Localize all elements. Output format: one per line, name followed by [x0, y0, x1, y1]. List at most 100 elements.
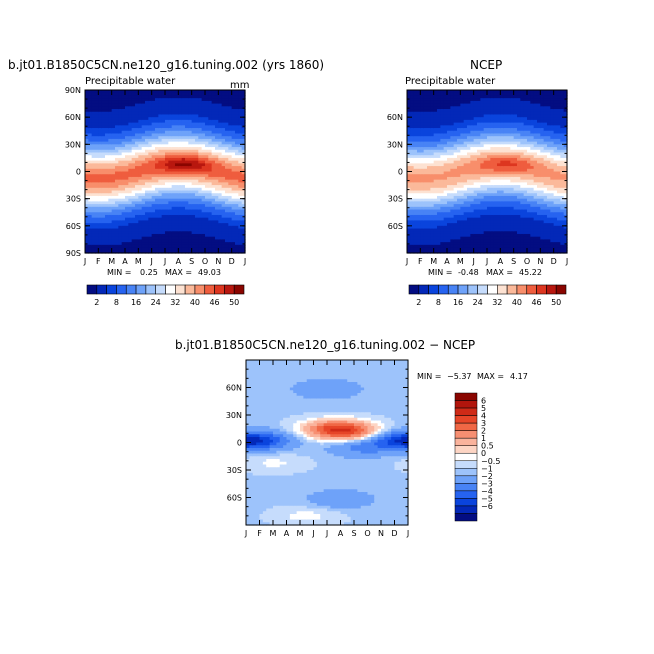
field-cell	[145, 171, 149, 175]
field-cell	[105, 217, 109, 221]
field-cell	[208, 157, 213, 162]
field-cell	[221, 228, 226, 232]
field-cell	[513, 109, 518, 113]
field-cell	[111, 160, 116, 164]
field-cell	[141, 193, 146, 197]
field-cell	[145, 149, 149, 154]
field-cell	[470, 174, 475, 178]
field-cell	[95, 138, 99, 143]
field-cell	[433, 144, 438, 148]
field-cell	[98, 125, 103, 129]
field-cell	[467, 190, 471, 194]
field-cell	[443, 250, 448, 254]
field-cell	[145, 168, 149, 173]
field-cell	[410, 109, 415, 113]
field-cell	[191, 250, 196, 254]
field-cell	[148, 133, 153, 137]
field-cell	[148, 119, 153, 124]
field-cell	[450, 187, 455, 192]
field-cell	[91, 185, 96, 189]
field-cell	[238, 106, 243, 110]
field-cell	[155, 239, 159, 243]
field-cell	[111, 225, 116, 230]
field-cell	[225, 185, 229, 189]
field-cell	[467, 198, 471, 202]
field-cell	[420, 128, 425, 132]
field-cell	[161, 171, 166, 175]
field-cell	[413, 193, 418, 197]
field-cell	[231, 136, 236, 140]
field-cell	[158, 190, 163, 194]
field-cell	[188, 106, 193, 110]
field-cell	[138, 174, 143, 178]
field-cell	[510, 179, 515, 183]
field-cell	[427, 179, 431, 183]
field-cell	[228, 171, 233, 175]
field-cell	[215, 160, 219, 164]
field-cell	[111, 185, 116, 189]
field-cell	[500, 176, 505, 181]
field-cell	[470, 138, 475, 143]
panel-model-subtitle: Precipitable water	[85, 76, 176, 87]
field-cell	[155, 109, 159, 113]
field-cell	[447, 171, 451, 175]
field-cell	[507, 239, 511, 243]
field-cell	[141, 185, 146, 189]
field-cell	[510, 122, 515, 126]
field-cell	[238, 225, 243, 230]
field-cell	[118, 103, 123, 107]
field-cell	[131, 136, 136, 140]
field-cell	[450, 114, 455, 118]
field-cell	[121, 163, 126, 167]
field-cell	[430, 233, 435, 238]
field-cell	[490, 231, 495, 235]
field-cell	[111, 152, 116, 156]
field-cell	[480, 128, 485, 132]
field-cell	[198, 138, 203, 143]
field-cell	[503, 155, 508, 159]
field-cell	[241, 223, 246, 227]
field-cell	[168, 179, 173, 183]
field-cell	[195, 144, 199, 148]
field-cell	[175, 130, 179, 135]
field-cell	[121, 114, 126, 118]
field-cell	[500, 163, 505, 167]
field-cell	[493, 220, 498, 224]
field-cell	[91, 174, 96, 178]
colorbar-swatch	[224, 284, 235, 295]
field-cell	[115, 223, 119, 227]
field-cell	[168, 239, 173, 243]
field-cell	[168, 214, 173, 219]
field-cell	[427, 217, 431, 221]
field-cell	[443, 130, 448, 135]
field-cell	[191, 228, 196, 232]
field-cell	[450, 136, 455, 140]
field-cell	[101, 239, 106, 243]
field-cell	[218, 130, 223, 135]
field-cell	[135, 193, 139, 197]
field-cell	[135, 100, 139, 105]
field-cell	[155, 166, 159, 170]
field-cell	[225, 109, 229, 113]
field-cell	[131, 155, 136, 159]
field-cell	[171, 138, 176, 143]
field-cell	[198, 133, 203, 137]
field-cell	[218, 193, 223, 197]
field-cell	[417, 182, 421, 186]
field-cell	[205, 157, 209, 162]
field-cell	[417, 236, 421, 241]
field-cell	[138, 231, 143, 235]
field-cell	[131, 250, 136, 254]
field-cell	[208, 117, 213, 121]
field-cell	[188, 128, 193, 132]
field-cell	[145, 185, 149, 189]
y-tick-label: 30N	[65, 140, 81, 149]
field-cell	[407, 209, 411, 213]
field-cell	[493, 98, 498, 102]
field-cell	[148, 206, 153, 211]
field-cell	[450, 185, 455, 189]
field-cell	[507, 214, 511, 219]
field-cell	[221, 242, 226, 246]
field-cell	[201, 228, 206, 232]
field-cell	[175, 155, 179, 159]
